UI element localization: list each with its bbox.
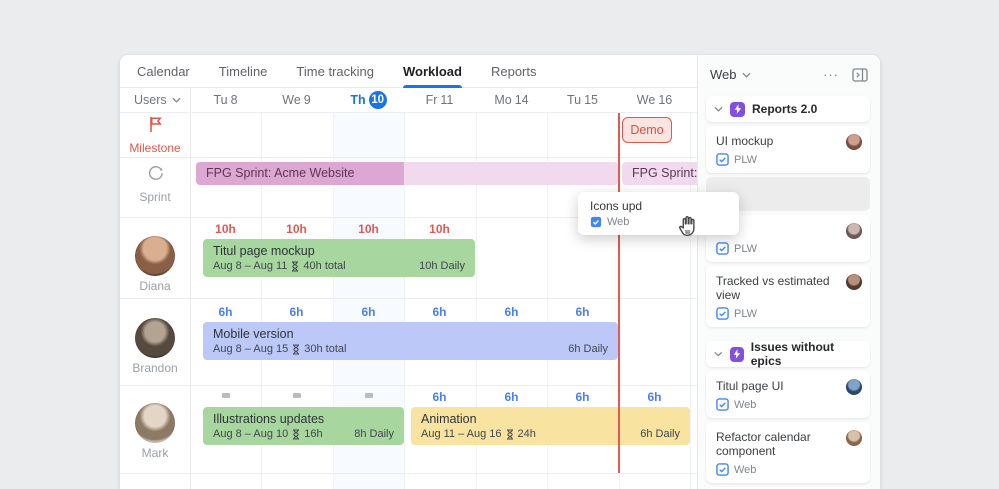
hourglass-icon: [292, 261, 299, 271]
member-name-brandon: Brandon: [132, 361, 178, 375]
task-checkbox-icon: [716, 242, 729, 255]
today-badge: 10: [368, 91, 387, 109]
task-checkbox-icon: [716, 398, 729, 411]
task-card-tracked-vs-estimated[interactable]: Tracked vs estimated view PLW: [706, 266, 870, 327]
capacity-dash: [222, 393, 230, 398]
sprint-bar-next[interactable]: FPG Sprint: Re: [622, 162, 697, 185]
avatar: [846, 430, 862, 446]
milestone-flag-icon: [149, 117, 162, 132]
date-fr11: Fr 11: [425, 93, 454, 107]
hours-cell: 6h: [218, 305, 233, 319]
hours-cell: 10h: [429, 222, 450, 236]
avatar: [846, 223, 862, 239]
epic-icon: [729, 346, 744, 362]
avatar-mark[interactable]: [135, 403, 175, 443]
date-th10-today: Th 10: [333, 88, 404, 112]
member-name-mark: Mark: [141, 446, 169, 460]
users-column-divider: [190, 88, 191, 489]
task-checkbox-icon: [716, 153, 729, 166]
task-checkbox-icon: [590, 216, 602, 228]
milestone-row-label: Milestone: [120, 116, 190, 155]
hours-cell: 6h: [432, 305, 447, 319]
panel-project-selector[interactable]: Web: [710, 67, 737, 82]
hours-cell: 6h: [504, 390, 519, 404]
sprint-cycle-icon: [148, 166, 163, 180]
hourglass-icon: [293, 344, 300, 354]
avatar: [846, 134, 862, 150]
milestone-event-demo[interactable]: Demo: [622, 117, 672, 143]
date-we16: We 16: [636, 93, 673, 107]
date-we9: We 9: [282, 93, 311, 107]
users-label: Users: [134, 93, 167, 107]
hours-cell: 6h: [432, 390, 447, 404]
chevron-down-icon[interactable]: [741, 72, 751, 78]
grab-hand-cursor: [678, 216, 695, 237]
tab-reports[interactable]: Reports: [490, 63, 537, 79]
task-bar-animation[interactable]: Animation Aug 11 – Aug 16 24h 6h Daily: [411, 407, 690, 445]
epic-section-issues-without-epics[interactable]: Issues without epics: [706, 340, 870, 368]
capacity-dash: [293, 393, 301, 398]
tab-time-tracking[interactable]: Time tracking: [296, 63, 374, 79]
task-bar-illustrations-updates[interactable]: Illustrations updates Aug 8 – Aug 10 16h…: [203, 407, 404, 445]
date-mo14: Mo 14: [494, 93, 529, 107]
task-card-titul-page-ui[interactable]: Titul page UI Web: [706, 371, 870, 418]
sprint-row-label: Sprint: [120, 163, 190, 204]
tab-workload[interactable]: Workload: [402, 55, 462, 88]
member-name-diana: Diana: [139, 279, 171, 293]
task-bar-titul-page-mockup[interactable]: Titul page mockup Aug 8 – Aug 11 40h tot…: [203, 239, 475, 277]
date-tu15: Tu 15: [566, 93, 599, 107]
task-checkbox-icon: [716, 463, 729, 476]
more-options-icon[interactable]: ···: [823, 67, 839, 82]
hourglass-icon: [506, 429, 513, 439]
milestone-date-line: [618, 113, 620, 473]
tab-timeline[interactable]: Timeline: [218, 63, 268, 79]
collapse-panel-icon[interactable]: [852, 67, 868, 82]
app-window: Calendar Timeline Time tracking Workload…: [120, 55, 880, 489]
hours-cell: 10h: [286, 222, 307, 236]
hours-cell: 6h: [647, 390, 662, 404]
hours-cell: 6h: [575, 390, 590, 404]
sprint-bar-acme-website[interactable]: FPG Sprint: Acme Website: [196, 162, 404, 185]
sprint-bar-acme-remainder[interactable]: [404, 162, 618, 185]
task-checkbox-icon: [716, 307, 729, 320]
hours-cell: 6h: [504, 305, 519, 319]
avatar-diana[interactable]: [135, 236, 175, 276]
chevron-down-icon[interactable]: [714, 106, 723, 112]
date-header: Users Tu 8 We 9 Th 10 Fr 11 Mo 14 Tu 15 We 16: [120, 88, 697, 112]
capacity-dash: [365, 393, 373, 398]
tab-bar: Calendar Timeline Time tracking Workload…: [120, 55, 697, 88]
task-card-ui-mockup[interactable]: UI mockup PLW: [706, 126, 870, 173]
task-panel: Web ··· Reports 2.0 UI mockup PLW: [697, 55, 880, 489]
users-dropdown[interactable]: Users: [120, 88, 190, 112]
epic-section-reports-2-0[interactable]: Reports 2.0: [706, 96, 870, 122]
task-panel-header: Web ···: [698, 55, 880, 82]
avatar-brandon[interactable]: [135, 318, 175, 358]
date-tu8: Tu 8: [213, 93, 238, 107]
chevron-down-icon: [172, 97, 181, 103]
hours-cell: 6h: [289, 305, 304, 319]
task-card-refactor-calendar[interactable]: Refactor calendar component Web: [706, 422, 870, 483]
task-bar-mobile-version[interactable]: Mobile version Aug 8 – Aug 15 30h total …: [203, 322, 618, 360]
hours-cell: 10h: [215, 222, 236, 236]
task-card-timeline-bugfix[interactable]: Timeline bugfix Web: [706, 487, 870, 489]
drag-ghost-card[interactable]: Icons upd Web: [578, 192, 739, 235]
tab-calendar[interactable]: Calendar: [137, 63, 190, 79]
epic-icon: [730, 101, 745, 117]
avatar: [846, 274, 862, 290]
hours-cell: 10h: [358, 222, 379, 236]
chevron-down-icon[interactable]: [714, 351, 723, 357]
hours-cell: 6h: [361, 305, 376, 319]
hours-cell: 6h: [575, 305, 590, 319]
hourglass-icon: [293, 429, 300, 439]
avatar: [846, 379, 862, 395]
